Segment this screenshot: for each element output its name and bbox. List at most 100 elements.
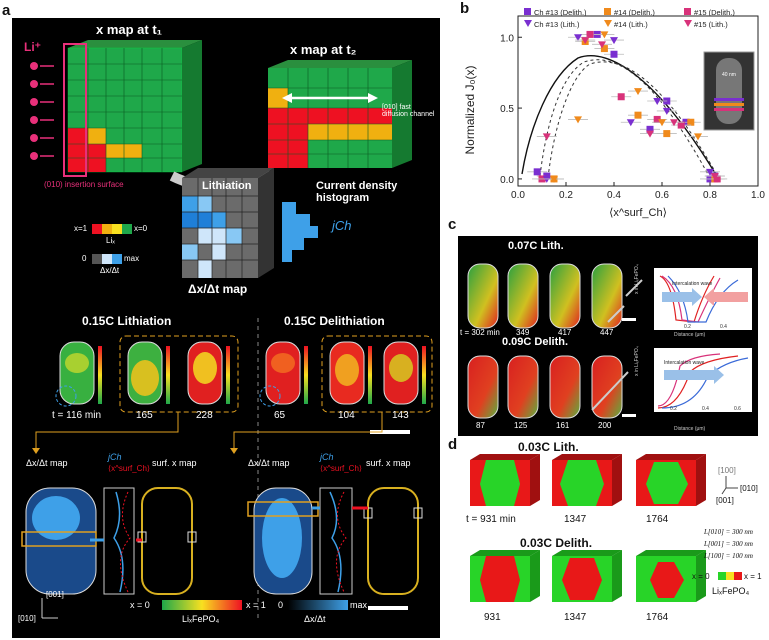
- axis-001-a: [001]: [46, 590, 64, 599]
- c-lith-time-0: t = 302 min: [460, 328, 500, 337]
- legend-label: #15 (Lith.): [694, 20, 728, 29]
- d-axis-001: [001]: [716, 496, 734, 505]
- lith-bottom-maps: [21, 487, 197, 595]
- c-delith-time-2: 161: [556, 421, 570, 430]
- d-cb-x1: x = 1: [744, 572, 762, 581]
- c-lith-time-2: 417: [558, 328, 572, 337]
- panel-a: Li⁺: [12, 18, 440, 638]
- d-lith-blocks: [470, 454, 706, 506]
- data-point: [617, 93, 625, 101]
- x-tick-label: 1.0: [751, 190, 765, 201]
- lith-title: 0.15C Lithiation: [82, 314, 172, 328]
- y-tick-label: 0.5: [500, 104, 514, 115]
- x-map-t1-title: x map at t₁: [96, 22, 163, 37]
- d-lith-title: 0.03C Lith.: [518, 440, 579, 454]
- panel-a-graphics: [21, 40, 433, 619]
- c-delith-title: 0.09C Delith.: [502, 336, 569, 348]
- data-point: [586, 30, 594, 38]
- delith-bottom-maps: [247, 487, 423, 595]
- d-delith-time-2: 1764: [646, 612, 669, 623]
- legend-label: #15 (Delith.): [694, 8, 735, 17]
- legend-marker: [524, 8, 531, 15]
- delith-title: 0.15C Delithiation: [284, 314, 385, 328]
- panel-label-d: d: [448, 436, 458, 453]
- d-dim-001: L[001] = 300 nm: [704, 540, 753, 548]
- x-tick-label: 0.6: [655, 190, 669, 201]
- bottom-jch-lith: jCh: [108, 452, 122, 462]
- cb-lifepo4: LiₓFePO₄: [182, 614, 220, 624]
- c-top-xtick-0: 0.2: [684, 324, 691, 330]
- delith-time-0: 65: [274, 410, 286, 421]
- data-point: [663, 130, 671, 138]
- legend-marker: [684, 8, 691, 15]
- lith-particles: [55, 335, 239, 413]
- data-point: [550, 175, 558, 183]
- dxdt-map-title: Δx/Δt map: [188, 282, 248, 296]
- legend-marker: [524, 20, 532, 27]
- cb-x0: x = 0: [130, 600, 150, 610]
- d-cb-x0: x = 0: [692, 572, 710, 581]
- legend-x1: x=1: [74, 224, 88, 233]
- lith-time-2: 228: [196, 410, 213, 421]
- legend-label: #14 (Lith.): [614, 20, 648, 29]
- jch-label: jCh: [332, 218, 352, 233]
- data-point: [626, 119, 635, 127]
- bottom-xsurf-lith: ⟨x^surf_Ch⟩: [108, 464, 151, 473]
- cb-x-gradient: [162, 600, 242, 610]
- data-point: [542, 175, 551, 183]
- dxdt-map-3d: [182, 168, 274, 278]
- bottom-surf-delith: surf. x map: [366, 458, 411, 468]
- c-delith-time-3: 200: [598, 421, 612, 430]
- x-tick-label: 0.0: [511, 190, 525, 201]
- chart-legend: Ch #13 (Delith.) #14 (Delith.) #15 (Delith…: [524, 8, 735, 29]
- li-ions: [30, 62, 38, 160]
- legend-label: Ch #13 (Lith.): [534, 20, 580, 29]
- c-xlabel-top: Distance (μm): [674, 332, 706, 338]
- data-point: [646, 125, 654, 133]
- y-tick-label: 0.0: [500, 175, 514, 186]
- cb2-dxdt: Δx/Δt: [304, 614, 326, 624]
- c-bottom-xtick-0: 0.2: [670, 406, 677, 412]
- cb2-max: max: [350, 600, 368, 610]
- x-map-t2: [268, 60, 412, 168]
- insertion-surface-label: (010) insertion surface: [44, 180, 124, 189]
- cb-x1: x = 1: [246, 600, 266, 610]
- c-bottom-xtick-2: 0.6: [734, 406, 741, 412]
- c-bottom-xtick-1: 0.4: [702, 406, 709, 412]
- c-wave-label-bottom: Intercalation wave: [664, 360, 705, 366]
- legend-max: max: [124, 254, 140, 263]
- data-point: [646, 130, 654, 138]
- cb2-zero: 0: [278, 600, 284, 610]
- c-lith-particles: [467, 263, 643, 329]
- legend-label: #14 (Delith.): [614, 8, 655, 17]
- y-tick-label: 1.0: [500, 33, 514, 44]
- legend-zero: 0: [82, 254, 87, 263]
- x-axis-label: ⟨x^surf_Ch⟩: [609, 207, 667, 219]
- d-delith-time-0: 931: [484, 612, 501, 623]
- data-point: [581, 37, 590, 45]
- c-lith-title: 0.07C Lith.: [508, 240, 564, 252]
- c-delith-particles: [467, 355, 636, 419]
- legend-x0: x=0: [134, 224, 148, 233]
- data-point: [598, 41, 606, 49]
- d-delith-blocks: [470, 550, 706, 602]
- delith-time-1: 104: [338, 410, 355, 421]
- lithiation-label: Lithiation: [202, 180, 252, 192]
- delith-time-2: 143: [392, 410, 409, 421]
- data-point: [574, 116, 582, 124]
- data-point: [677, 121, 685, 129]
- data-point: [610, 37, 618, 45]
- d-axis-010: [010]: [740, 484, 758, 493]
- legend-marker: [604, 8, 611, 15]
- cb-dxdt-gradient: [288, 600, 348, 610]
- delith-particles: [259, 335, 433, 413]
- d-axis-100: [100]: [718, 466, 736, 475]
- c-ylabel-bottom: x in LiₓFePO₄: [634, 346, 640, 376]
- x-map-t2-title: x map at t₂: [290, 42, 357, 57]
- panel-label-c: c: [448, 216, 457, 233]
- bottom-surf-lith: surf. x map: [152, 458, 197, 468]
- axis-010-a: [010]: [18, 614, 36, 623]
- data-point: [533, 168, 541, 176]
- current-density-histogram: [282, 202, 318, 262]
- x-tick-label: 0.2: [559, 190, 573, 201]
